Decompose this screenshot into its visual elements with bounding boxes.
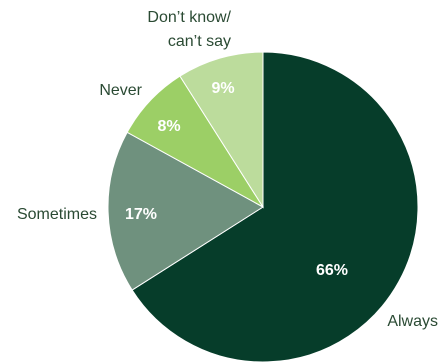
pie-category-label: Never [99, 82, 142, 99]
pie-category-label: Don’t know/can’t say [147, 9, 231, 50]
pie-slice-always [131, 51, 419, 363]
pie-percent-label: 8% [157, 118, 180, 135]
pie-category-label: Sometimes [17, 206, 97, 223]
pie-category-label: Always [387, 313, 438, 330]
pie-percent-label: 66% [316, 262, 348, 279]
pie-slice-sometimes [107, 131, 264, 291]
pie-percent-label: 9% [211, 80, 234, 97]
pie-percent-label: 17% [125, 206, 157, 223]
pie-slice-don-t-know-can-t-say [179, 51, 264, 209]
